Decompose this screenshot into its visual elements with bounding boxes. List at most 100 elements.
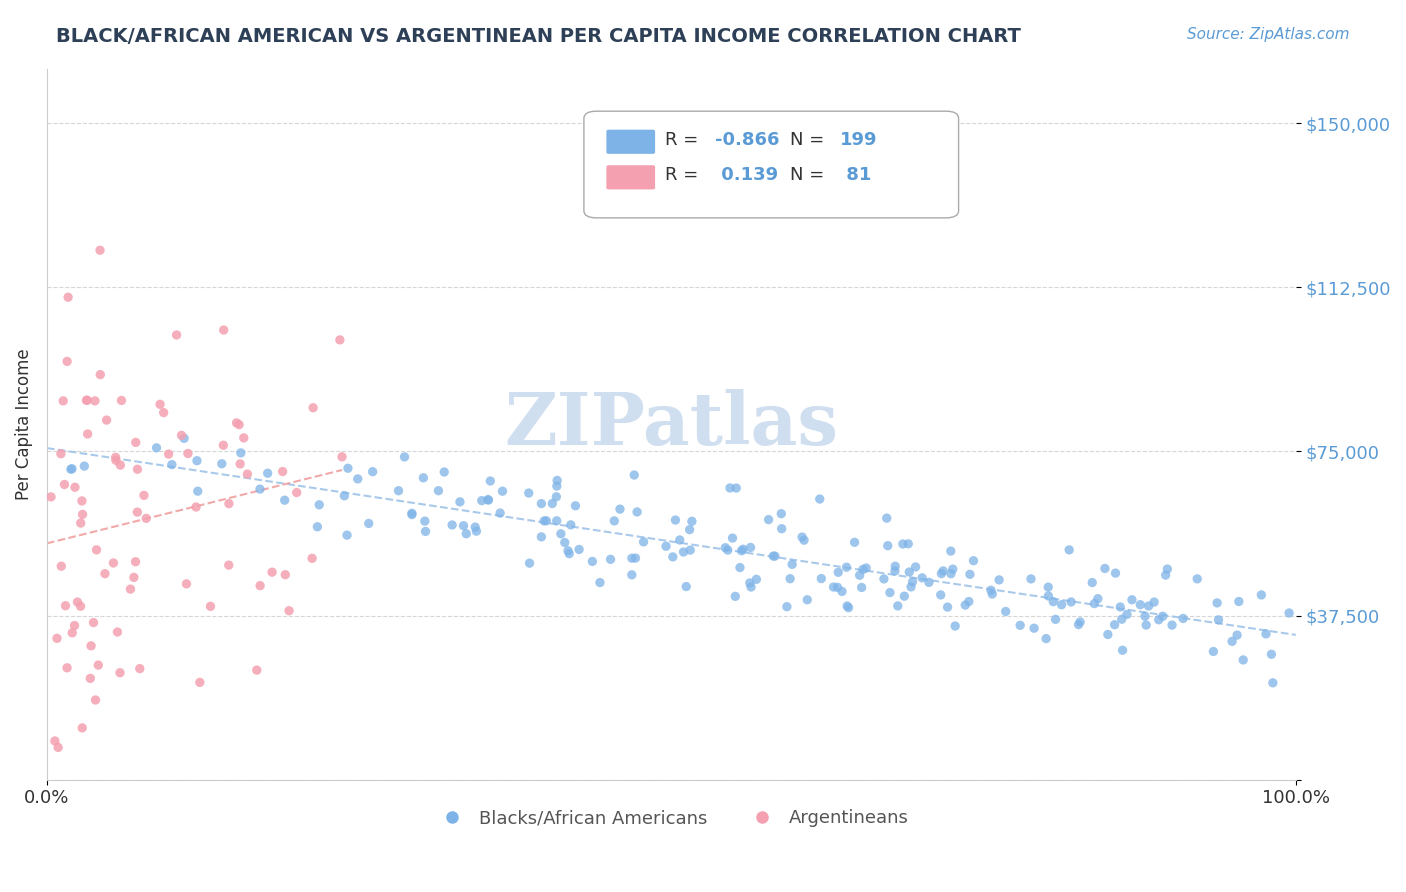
Point: [738, 576, 761, 591]
Point: [212, 438, 235, 452]
Point: [173, 431, 195, 445]
Point: [581, 554, 603, 568]
Point: [609, 502, 631, 516]
Point: [620, 551, 643, 566]
Point: [931, 566, 953, 581]
Point: [550, 526, 572, 541]
Point: [1278, 606, 1301, 620]
Point: [232, 431, 254, 445]
FancyBboxPatch shape: [606, 165, 655, 189]
Point: [49, 447, 72, 461]
Point: [897, 537, 920, 551]
Point: [725, 481, 748, 495]
Point: [848, 568, 870, 582]
Point: [1147, 613, 1170, 627]
Point: [1097, 627, 1119, 641]
Point: [336, 528, 359, 542]
Point: [412, 471, 434, 485]
Point: [489, 506, 512, 520]
Point: [152, 406, 174, 420]
Point: [63, 618, 86, 632]
Point: [135, 511, 157, 525]
Point: [1187, 572, 1209, 586]
Point: [679, 543, 702, 558]
Point: [678, 523, 700, 537]
Point: [63, 480, 86, 494]
Point: [1152, 609, 1174, 624]
FancyBboxPatch shape: [583, 112, 959, 218]
Point: [107, 625, 129, 640]
Point: [66, 595, 89, 609]
Point: [957, 594, 980, 608]
Point: [166, 328, 188, 343]
Text: N =: N =: [790, 130, 830, 149]
Text: R =: R =: [665, 130, 704, 149]
Point: [728, 560, 751, 574]
Point: [770, 522, 793, 536]
Point: [662, 549, 685, 564]
Point: [128, 662, 150, 676]
Point: [823, 580, 845, 594]
Point: [536, 514, 558, 528]
Point: [519, 556, 541, 570]
Point: [262, 565, 284, 579]
Point: [541, 496, 564, 510]
Point: [855, 561, 877, 575]
Point: [633, 534, 655, 549]
Point: [745, 572, 768, 586]
Point: [779, 572, 801, 586]
Point: [1038, 589, 1060, 603]
Point: [546, 514, 568, 528]
Point: [346, 472, 368, 486]
Text: R =: R =: [665, 166, 704, 184]
Point: [236, 467, 259, 482]
Point: [1226, 628, 1249, 642]
Point: [125, 435, 148, 450]
Point: [730, 543, 752, 558]
Text: ZIPatlas: ZIPatlas: [505, 389, 838, 459]
Point: [170, 428, 193, 442]
Point: [994, 604, 1017, 618]
Point: [1050, 598, 1073, 612]
Point: [873, 572, 896, 586]
Point: [1109, 599, 1132, 614]
Point: [70, 494, 93, 508]
Point: [1111, 612, 1133, 626]
Point: [1143, 595, 1166, 609]
Point: [249, 579, 271, 593]
Point: [1161, 618, 1184, 632]
Point: [546, 479, 568, 493]
Point: [936, 600, 959, 615]
Point: [86, 542, 108, 557]
Point: [981, 587, 1004, 601]
Point: [44, 734, 66, 748]
Point: [491, 484, 513, 499]
Point: [517, 486, 540, 500]
Point: [1069, 615, 1091, 629]
Point: [401, 506, 423, 520]
Point: [307, 520, 329, 534]
Y-axis label: Per Capita Income: Per Capita Income: [15, 348, 32, 500]
Point: [827, 580, 849, 594]
Point: [623, 468, 645, 483]
Point: [675, 580, 697, 594]
Point: [132, 488, 155, 502]
Point: [740, 580, 762, 594]
Point: [835, 560, 858, 574]
Point: [1156, 562, 1178, 576]
Point: [1129, 598, 1152, 612]
Point: [898, 565, 921, 579]
Point: [108, 665, 131, 680]
Point: [1104, 566, 1126, 581]
Point: [904, 560, 927, 574]
Point: [387, 483, 409, 498]
Point: [211, 457, 233, 471]
Point: [1260, 647, 1282, 661]
Text: BLACK/AFRICAN AMERICAN VS ARGENTINEAN PER CAPITA INCOME CORRELATION CHART: BLACK/AFRICAN AMERICAN VS ARGENTINEAN PE…: [56, 27, 1021, 45]
Point: [1135, 618, 1157, 632]
Point: [939, 544, 962, 558]
Point: [851, 581, 873, 595]
Point: [301, 551, 323, 566]
Point: [942, 562, 965, 576]
Point: [672, 545, 695, 559]
